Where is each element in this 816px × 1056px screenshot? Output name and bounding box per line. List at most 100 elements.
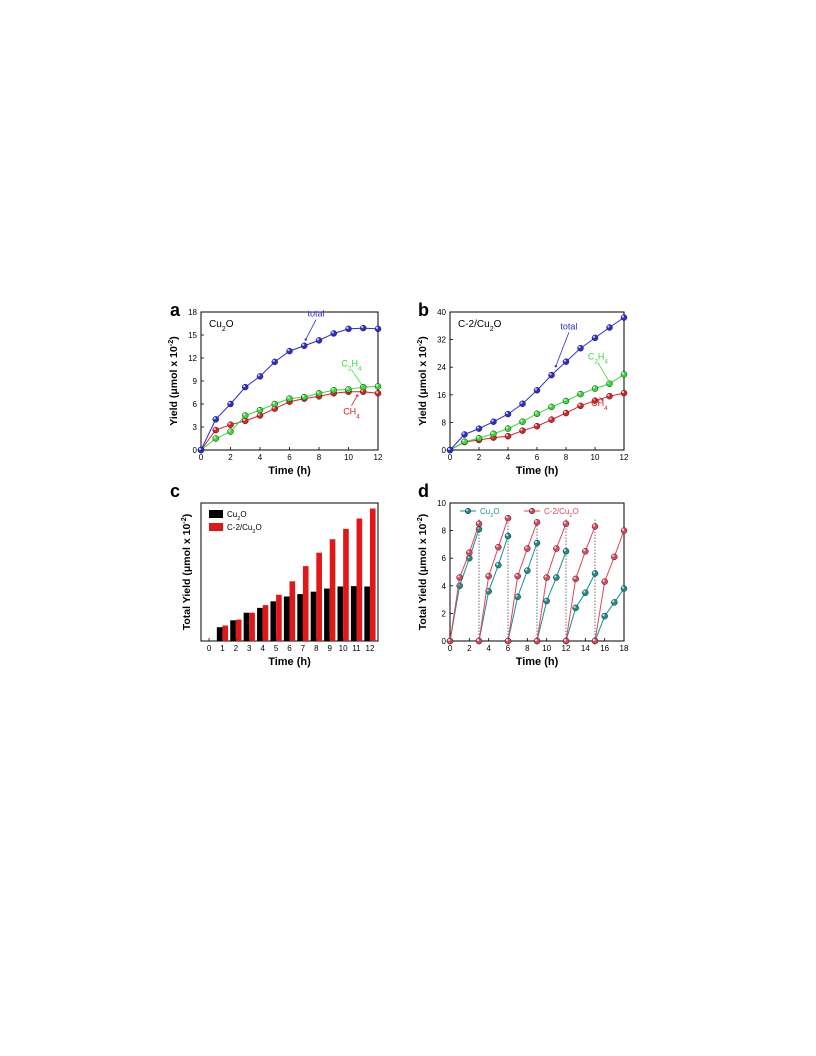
data-point-c2h4-shine (228, 429, 231, 432)
data-point-cu2o-body (524, 567, 531, 574)
data-point-total-shine (243, 384, 246, 388)
x-tick-label: 0 (448, 453, 453, 462)
data-point-c2h4 (256, 406, 264, 414)
data-point-total-shine (607, 325, 610, 328)
series-line-c2cu2o (449, 523, 480, 642)
x-tick-label: 10 (339, 644, 348, 653)
bar-c2cu2o (289, 581, 296, 641)
text-part: 2 (252, 529, 255, 535)
data-point-c2cu2o (524, 545, 531, 552)
data-point-ch4 (242, 417, 249, 425)
x-tick-label: 0 (448, 644, 453, 653)
data-point-c2cu2o (562, 637, 570, 645)
series-line-cu2o (565, 573, 596, 642)
data-point-c2cu2o (611, 553, 618, 561)
text-part: 2 (490, 513, 493, 519)
data-point-total-body (446, 446, 454, 454)
data-point-c2cu2o (533, 519, 541, 526)
panel-label: d (418, 481, 429, 501)
sample-label: Cu2O (209, 319, 234, 333)
data-point-c2h4-shine (491, 431, 494, 434)
data-point-c2h4-body (519, 418, 526, 425)
data-point-c2h4-body (330, 386, 337, 394)
y-tick-label: 16 (437, 391, 446, 400)
data-point-ch4-shine (375, 391, 379, 394)
x-axis-title: Time (h) (516, 465, 559, 477)
data-point-ch4 (360, 388, 367, 395)
data-point-cu2o (495, 561, 502, 569)
y-axis-title: Yield (μmol x 10-2) (415, 336, 430, 426)
y-axis-title: Yield (μmol x 10-2) (166, 336, 181, 426)
series-line-cu2o (449, 529, 480, 642)
data-point-c2h4-shine (462, 439, 465, 442)
legend-label-cu2o: Cu2O (227, 510, 247, 522)
text-part: Total Yield (μmol x 10 (181, 524, 193, 631)
data-point-total-body (271, 358, 278, 366)
data-point-ch4-body (533, 422, 541, 430)
data-point-c2cu2o-body (475, 520, 483, 527)
data-point-ch4-shine (520, 428, 523, 431)
y-tick-label: 10 (437, 499, 446, 508)
data-point-c2cu2o-shine (447, 638, 451, 642)
data-point-total-body (606, 324, 613, 331)
data-point-total-shine (257, 374, 261, 377)
data-point-c2cu2o-body (572, 575, 579, 583)
bar-c2cu2o (222, 625, 229, 641)
data-point-total-body (374, 325, 382, 333)
annotation-c2h4: C2H4 (588, 352, 609, 366)
data-point-c2cu2o-shine (515, 573, 518, 577)
data-point-c2cu2o-shine (592, 638, 596, 642)
panel-label: b (418, 300, 429, 320)
data-point-total (256, 373, 264, 380)
annotation-arrowhead-ch4 (601, 398, 604, 401)
data-point-cu2o-shine (544, 598, 547, 602)
data-point-c2h4-body (548, 403, 555, 411)
data-point-c2cu2o-shine (457, 575, 460, 578)
data-point-ch4-body (227, 421, 234, 428)
data-point-total-body (577, 344, 584, 352)
text-part: O (572, 507, 578, 516)
bar-c2cu2o (329, 539, 336, 641)
data-point-total-shine (228, 401, 231, 405)
data-point-cu2o-body (601, 612, 608, 620)
text-part: -2 (415, 517, 424, 524)
data-point-total-body (242, 383, 249, 391)
text-part: C-2/Cu (227, 523, 252, 532)
data-point-total-body (256, 373, 264, 380)
data-point-total-body (461, 431, 468, 438)
y-tick-label: 15 (188, 331, 197, 340)
data-point-cu2o-shine (515, 594, 518, 597)
data-point-total-body (562, 358, 570, 365)
data-point-cu2o (524, 567, 531, 574)
data-point-c2h4-body (591, 385, 599, 392)
series-line-cu2o (478, 535, 509, 642)
x-tick-label: 12 (374, 453, 383, 462)
data-point-c2cu2o (553, 545, 560, 552)
data-point-ch4-body (519, 427, 526, 434)
data-point-c2cu2o-shine (476, 521, 480, 524)
data-point-total-shine (198, 447, 202, 451)
bar-c2cu2o (343, 528, 349, 641)
data-point-ch4 (519, 427, 526, 434)
text-part: Cu (480, 507, 490, 516)
data-point-c2cu2o (601, 578, 608, 585)
data-point-c2cu2o-shine (505, 515, 509, 519)
data-point-cu2o-shine (583, 590, 586, 593)
data-point-total (315, 337, 323, 344)
data-point-total-shine (375, 326, 379, 329)
data-point-total (446, 446, 454, 454)
data-point-cu2o-body (533, 539, 541, 547)
text-part: O (494, 319, 502, 330)
data-point-c2cu2o-body (466, 549, 473, 556)
data-point-ch4-shine (257, 413, 261, 416)
data-point-total-body (197, 446, 205, 454)
data-point-c2h4 (533, 410, 541, 418)
data-point-cu2o-body (562, 548, 570, 555)
data-point-cu2o (504, 532, 512, 540)
data-point-c2h4 (475, 435, 483, 442)
data-point-ch4-shine (621, 390, 625, 394)
data-point-total (475, 425, 483, 432)
data-point-total-shine (447, 447, 451, 451)
data-point-ch4 (256, 412, 264, 419)
data-point-c2cu2o-body (514, 572, 521, 580)
